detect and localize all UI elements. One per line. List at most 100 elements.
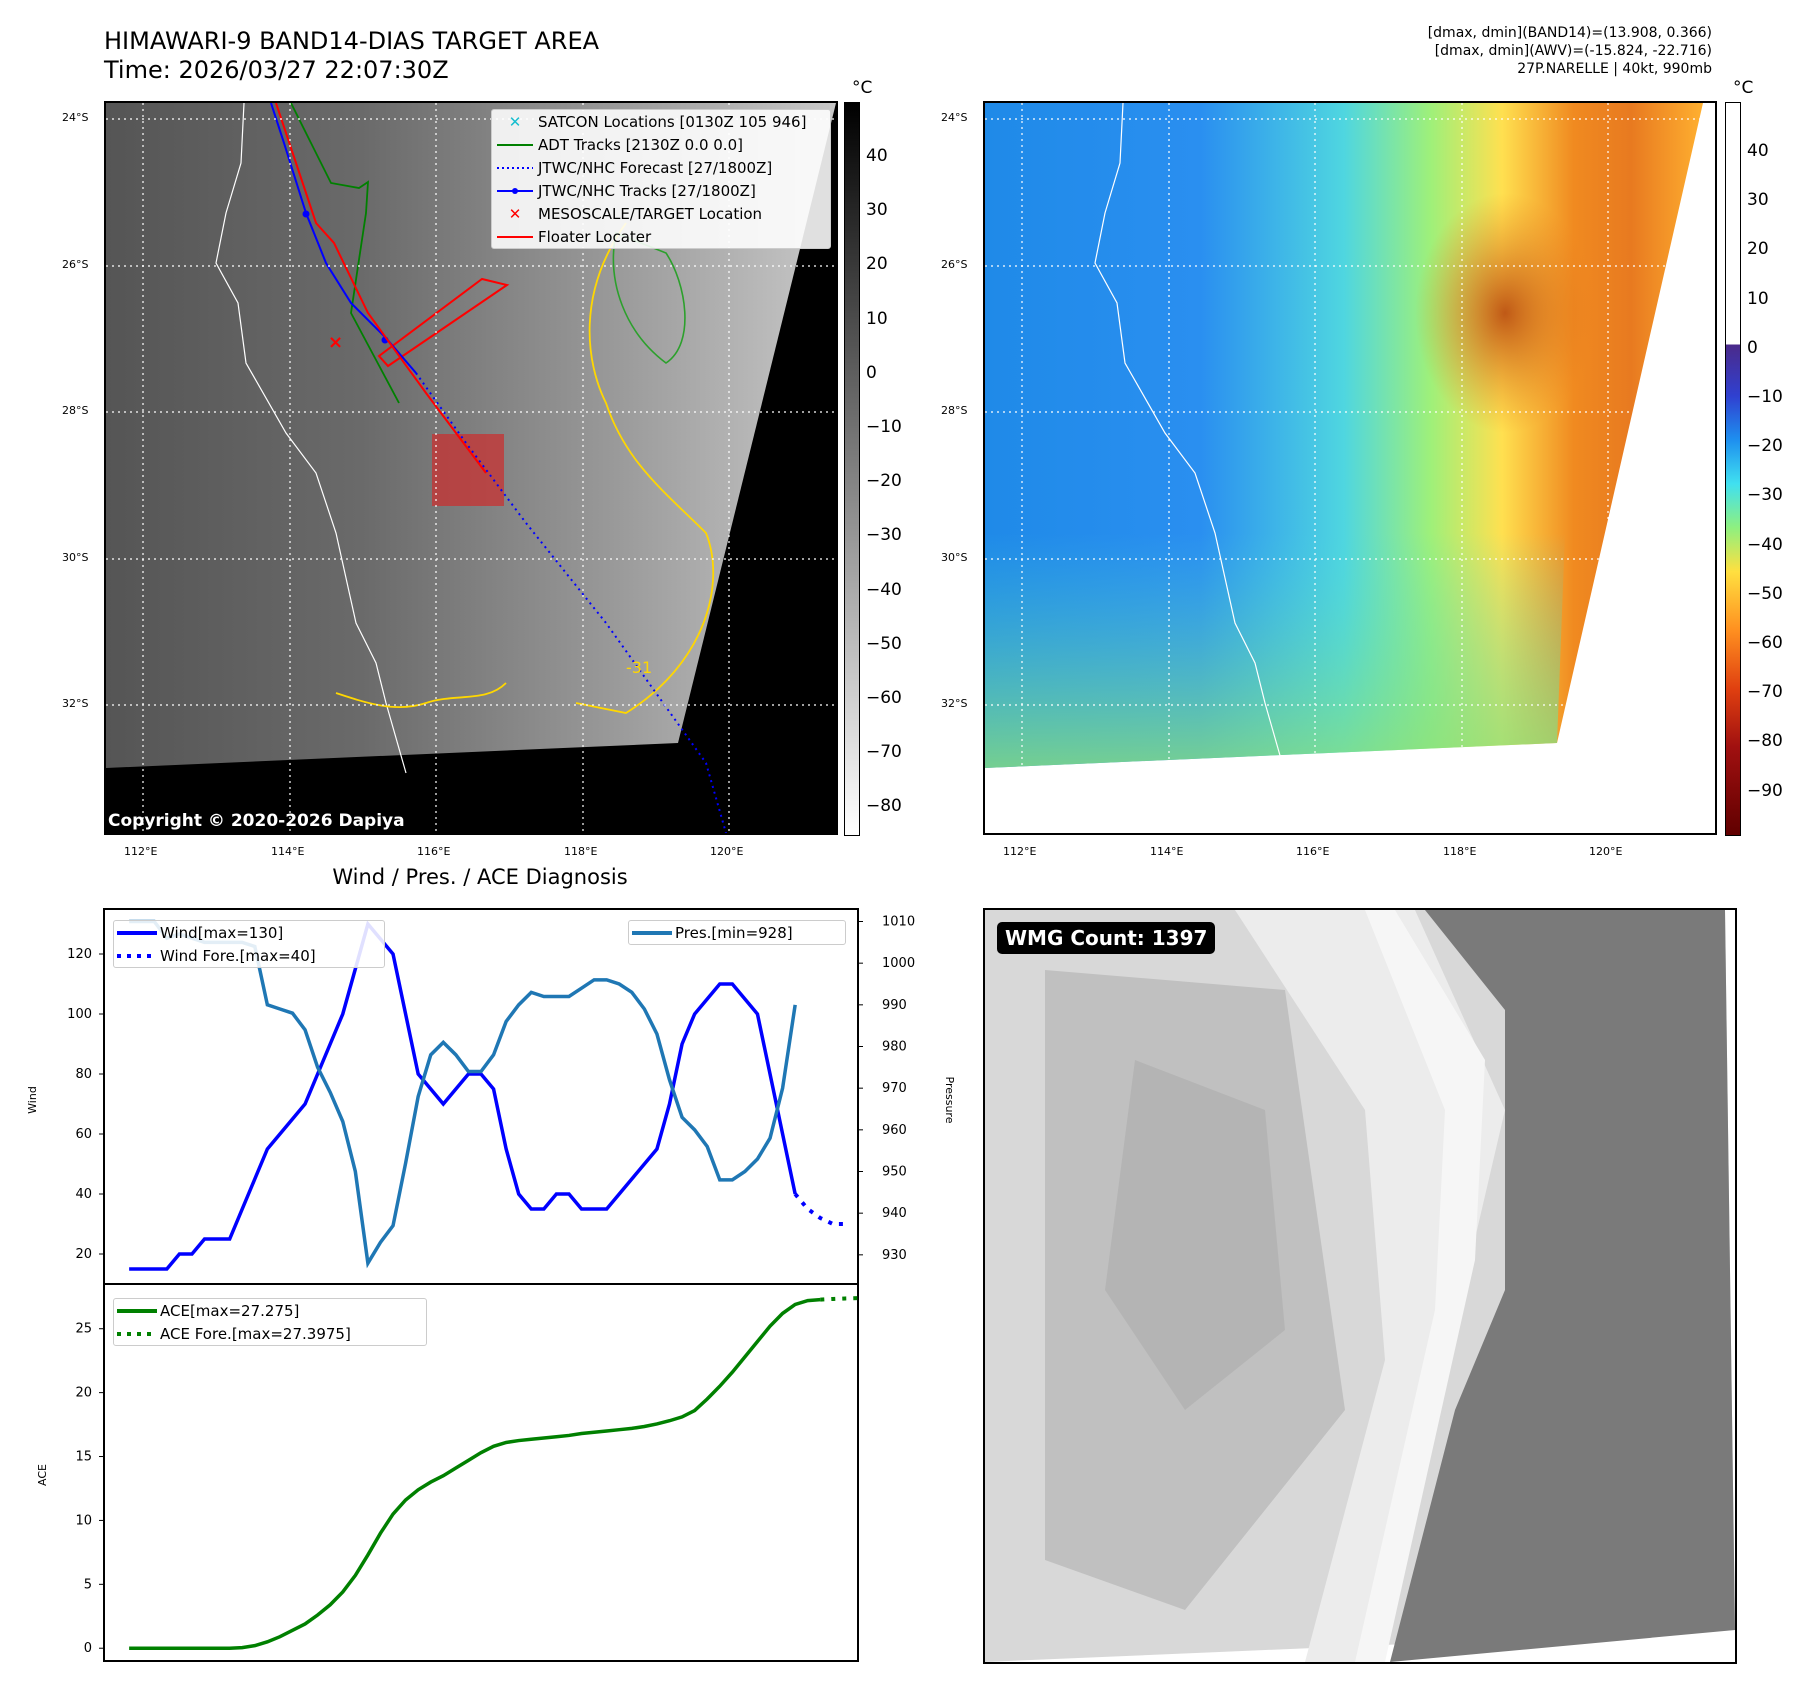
awv-map-panel [983, 101, 1717, 835]
ir-colorbar-tick: 20 [866, 254, 888, 275]
ir-legend-symbol [492, 187, 538, 195]
pressure-axis-label: Pressure [943, 1077, 956, 1124]
awv-colorbar-tick: −70 [1747, 682, 1783, 703]
wmg-count-badge: WMG Count: 1397 [997, 922, 1216, 954]
ir-legend-label: MESOSCALE/TARGET Location [538, 204, 763, 223]
ir-legend-symbol: ✕ [508, 112, 522, 131]
ir-lon-tick: 118°E [564, 845, 598, 858]
awv-colorbar-tick: 40 [1747, 141, 1769, 161]
ace-legend: ACE[max=27.275] ACE Fore.[max=27.3975] [113, 1298, 427, 1346]
pressure-tick-label: 930 [882, 1248, 907, 1263]
ir-colorbar-tick: 10 [866, 308, 888, 329]
awv-colorbar-tick: −50 [1747, 583, 1783, 604]
wind-tick-label: 20 [75, 1247, 92, 1262]
ir-lon-tick: 114°E [271, 845, 305, 858]
ir-legend-item: JTWC/NHC Tracks [27/1800Z] [492, 179, 830, 202]
wind-tick-label: 80 [75, 1067, 92, 1082]
legend-wind-forecast: Wind Fore.[max=40] [114, 944, 384, 967]
ir-colorbar-tick: −70 [866, 742, 902, 763]
ir-colorbar-tick: 40 [866, 146, 888, 166]
awv-colorbar-tick: −40 [1747, 534, 1783, 555]
awv-lat-tick: 32°S [941, 697, 968, 710]
ace-axis-label: ACE [36, 1464, 49, 1486]
awv-colorbar-tick: 20 [1747, 239, 1769, 260]
awv-lon-tick: 112°E [1003, 845, 1037, 858]
ir-lon-tick: 120°E [710, 845, 744, 858]
ir-legend-item: JTWC/NHC Forecast [27/1800Z] [492, 156, 830, 179]
pressure-tick-label: 980 [882, 1040, 907, 1055]
pressure-tick-label: 1000 [882, 956, 915, 971]
ir-lat-tick: 24°S [62, 111, 89, 124]
ir-lon-tick: 116°E [417, 845, 451, 858]
ir-legend-label: ADT Tracks [2130Z 0.0 0.0] [538, 135, 743, 154]
ir-colorbar-tick: −60 [866, 688, 902, 708]
diagnosis-chart: Wind Pressure ACE 2040608010012093094095… [26, 908, 956, 1662]
wind-tick-label: 120 [67, 947, 92, 962]
ir-legend-symbol [492, 165, 538, 171]
awv-colorbar-tick: −20 [1747, 436, 1783, 457]
ace-series-line [129, 1297, 821, 1650]
ir-lat-tick: 28°S [62, 404, 89, 417]
ir-legend-item: ✕ SATCON Locations [0130Z 105 946] [492, 110, 830, 133]
svg-text:×: × [328, 332, 343, 353]
wind-series-line [129, 920, 797, 1271]
ace-frame [103, 1283, 859, 1662]
awv-lat-tick: 24°S [941, 111, 968, 124]
awv-lat-tick: 28°S [941, 404, 968, 417]
ir-legend-label: SATCON Locations [0130Z 105 946] [538, 112, 807, 131]
awv-lon-tick: 114°E [1150, 845, 1184, 858]
ir-legend-symbol: ✕ [508, 204, 522, 223]
ir-legend: ✕ SATCON Locations [0130Z 105 946] ADT Tra… [491, 109, 831, 249]
page-title: HIMAWARI-9 BAND14-DIAS TARGET AREA [104, 27, 600, 55]
wind-forecast-line [793, 1192, 846, 1226]
wind-legend: Wind[max=130] Wind Fore.[max=40] [113, 920, 385, 968]
pres-legend: Pres.[min=928] [628, 920, 846, 945]
ir-legend-item: Floater Locater [492, 225, 830, 248]
awv-colorbar-tick: −10 [1747, 387, 1783, 407]
ir-legend-item: ADT Tracks [2130Z 0.0 0.0] [492, 133, 830, 156]
ace-tick-label: 5 [84, 1577, 92, 1592]
ir-legend-symbol [492, 234, 538, 240]
awv-lon-tick: 120°E [1589, 845, 1623, 858]
pressure-tick-label: 990 [882, 998, 907, 1013]
ir-lon-tick: 112°E [124, 845, 158, 858]
ace-tick-label: 10 [75, 1513, 92, 1528]
contour-label: -31 [626, 658, 652, 677]
awv-colorbar-tick: 0 [1747, 337, 1758, 358]
wind-tick-label: 60 [75, 1127, 92, 1142]
awv-colorbar-unit: °C [1733, 78, 1754, 98]
awv-colorbar-tick: −60 [1747, 633, 1783, 653]
ir-colorbar-tick: 30 [866, 200, 888, 221]
awv-lat-tick: 26°S [941, 258, 968, 271]
ace-tick-label: 25 [75, 1322, 92, 1337]
ir-colorbar-tick: −40 [866, 579, 902, 600]
ir-colorbar-tick: −10 [866, 417, 902, 437]
awv-colorbar-tick: −90 [1747, 780, 1783, 801]
wind-pres-frame [103, 908, 859, 1285]
ace-tick-label: 0 [84, 1641, 92, 1656]
pressure-tick-label: 970 [882, 1081, 907, 1096]
legend-ace-forecast-label: ACE Fore.[max=27.3975] [160, 1324, 351, 1343]
ir-legend-item: ✕ MESOSCALE/TARGET Location [492, 202, 830, 225]
ir-colorbar-tick: −30 [866, 525, 902, 546]
info-line-3: 27P.NARELLE | 40kt, 990mb [1517, 61, 1712, 77]
awv-colorbar-tick: 10 [1747, 288, 1769, 309]
awv-lon-tick: 116°E [1296, 845, 1330, 858]
ir-legend-symbol [492, 142, 538, 148]
legend-ace: ACE[max=27.275] [114, 1299, 426, 1322]
legend-pres-label: Pres.[min=928] [675, 923, 793, 942]
ir-colorbar-tick: −80 [866, 796, 902, 817]
wind-axis-label: Wind [26, 1086, 39, 1114]
legend-ace-label: ACE[max=27.275] [160, 1301, 300, 1320]
ir-colorbar-tick: 0 [866, 362, 877, 383]
awv-colorbar [1725, 102, 1741, 836]
ir-colorbar-tick: −50 [866, 633, 902, 654]
legend-wind-forecast-label: Wind Fore.[max=40] [160, 946, 316, 965]
awv-lat-tick: 30°S [941, 551, 968, 564]
ir-colorbar-unit: °C [852, 78, 873, 98]
pressure-tick-label: 1010 [882, 915, 915, 930]
awv-lon-tick: 118°E [1443, 845, 1477, 858]
awv-map-image [985, 103, 1715, 833]
ir-lat-tick: 30°S [62, 551, 89, 564]
pressure-tick-label: 960 [882, 1123, 907, 1138]
